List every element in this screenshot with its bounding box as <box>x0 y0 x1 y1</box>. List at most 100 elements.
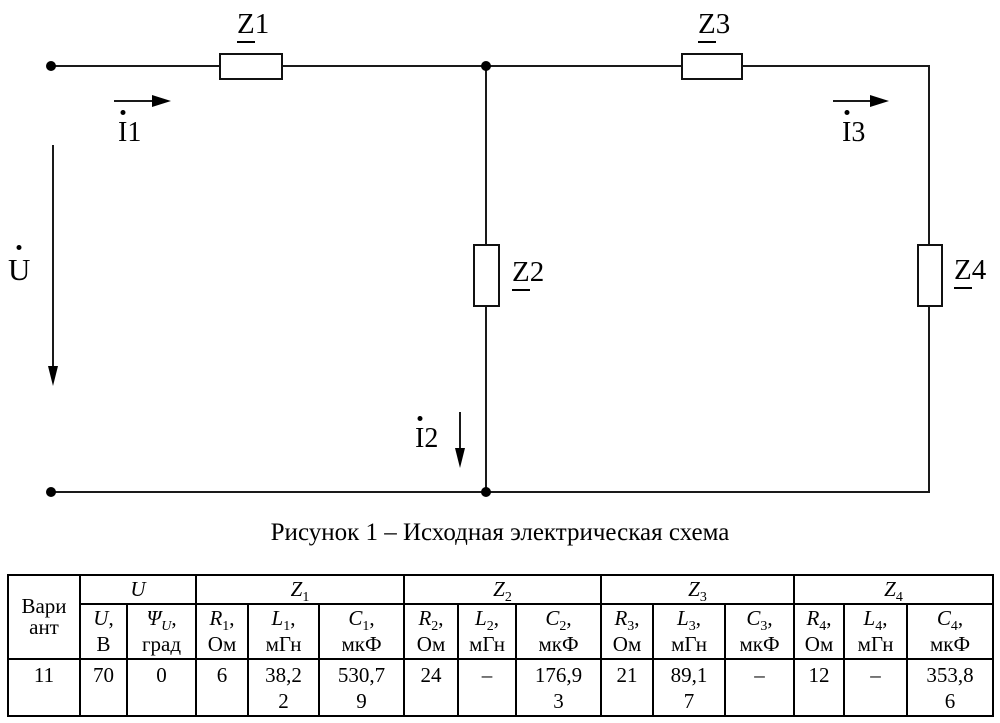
label-source-u-symbol: U <box>8 252 31 287</box>
header-group-u: U <box>78 574 198 605</box>
table-subheader-row: U, В ΨU, град R1, Ом L1, мГн C1, мкФ R2, Ом L2… <box>8 603 995 660</box>
col-sub: 1 <box>222 618 230 634</box>
label-i2-number: 2 <box>424 423 439 454</box>
group-z3-symbol: Z <box>688 577 700 601</box>
parameters-table-wrap: Вари ант U Z1 Z2 Z3 Z4 U, В ΨU, град R1, Ом… <box>7 574 995 717</box>
col-sym: U <box>93 605 109 630</box>
col-comma: , <box>229 605 235 630</box>
label-current-i2: I2 <box>415 425 438 453</box>
header-c4: C4, мкФ <box>906 603 995 660</box>
header-r4: R4, Ом <box>793 603 846 660</box>
cell-l3: 89,1 7 <box>652 658 727 717</box>
col-unit: Ом <box>612 631 642 656</box>
col-comma: , <box>882 605 888 630</box>
col-comma: , <box>108 605 114 630</box>
group-z1-subscript: 1 <box>302 590 310 604</box>
source-arrow-shaft <box>52 145 54 367</box>
header-c2: C2, мкФ <box>515 603 603 660</box>
label-z1-number: 1 <box>254 8 270 40</box>
col-sym: Ψ <box>146 605 162 630</box>
col-sym: L <box>475 605 487 630</box>
col-unit: мкФ <box>929 631 971 656</box>
header-group-z2: Z2 <box>403 574 603 605</box>
col-sub: 4 <box>819 618 827 634</box>
header-group-z3: Z3 <box>600 574 796 605</box>
col-comma: , <box>290 605 296 630</box>
cell-r1: 6 <box>195 658 250 717</box>
impedance-box-z1 <box>219 53 283 80</box>
col-sub: 3 <box>760 618 768 634</box>
col-sub: 2 <box>559 618 567 634</box>
col-sym: R <box>418 605 432 630</box>
node-dot-bottom-middle <box>481 487 491 497</box>
group-u-symbol: U <box>130 577 146 601</box>
col-unit: Ом <box>416 631 446 656</box>
col-unit: град <box>141 631 182 656</box>
col-sub: 2 <box>431 618 439 634</box>
label-z3-symbol: Z <box>698 10 716 43</box>
header-c1: C1, мкФ <box>318 603 406 660</box>
col-sym: R <box>614 605 628 630</box>
col-sym: C <box>545 605 560 630</box>
col-unit: мкФ <box>538 631 579 656</box>
label-z2-number: 2 <box>529 256 545 288</box>
col-comma: , <box>957 605 964 630</box>
label-i1-number: 1 <box>127 117 142 148</box>
header-group-z1: Z1 <box>195 574 406 605</box>
group-z4-subscript: 4 <box>895 590 903 604</box>
figure-caption: Рисунок 1 – Исходная электрическая схема <box>270 519 730 546</box>
col-unit: мкФ <box>341 631 382 656</box>
current-i1-arrowhead-icon <box>152 95 171 107</box>
header-group-z4: Z4 <box>793 574 995 605</box>
col-unit: В <box>96 631 111 656</box>
col-unit: Ом <box>207 631 237 656</box>
header-l3: L3, мГн <box>652 603 727 660</box>
label-z4-number: 4 <box>971 254 987 286</box>
cell-r3: 21 <box>600 658 655 717</box>
col-sub: 3 <box>688 618 696 634</box>
header-l2: L2, мГн <box>457 603 518 660</box>
col-comma: , <box>826 605 832 630</box>
impedance-box-z2 <box>473 244 500 307</box>
current-i2-arrowhead-icon <box>455 448 465 468</box>
label-z1: Z1 <box>237 10 269 43</box>
header-r2: R2, Ом <box>403 603 460 660</box>
cell-c3: – <box>724 658 796 717</box>
group-z4-symbol: Z <box>884 577 896 601</box>
cell-r4: 12 <box>793 658 846 717</box>
col-comma: , <box>634 605 640 630</box>
header-l1: L1, мГн <box>247 603 321 660</box>
current-i3-arrowhead-icon <box>870 95 889 107</box>
label-z3: Z3 <box>698 10 730 43</box>
col-sub: 2 <box>486 618 494 634</box>
col-sym: R <box>209 605 223 630</box>
col-sub: 3 <box>627 618 635 634</box>
col-comma: , <box>767 605 773 630</box>
label-z4-symbol: Z <box>954 256 972 289</box>
source-arrowhead-icon <box>48 366 58 386</box>
cell-c2: 176,9 3 <box>515 658 603 717</box>
col-sym: R <box>806 605 820 630</box>
label-z3-number: 3 <box>715 8 731 40</box>
col-sym: C <box>936 605 951 630</box>
header-psi-u: ΨU, град <box>125 603 198 660</box>
col-sub: 1 <box>362 618 370 634</box>
col-sub: 4 <box>950 618 958 634</box>
col-unit: мГн <box>671 631 707 656</box>
header-variant: Вари ант <box>7 574 81 660</box>
col-unit: мГн <box>469 631 505 656</box>
cell-r2: 24 <box>403 658 460 717</box>
col-comma: , <box>369 605 375 630</box>
col-sub: 4 <box>875 618 883 634</box>
label-i1-symbol: I <box>118 117 128 148</box>
cell-psi-u: 0 <box>125 658 198 717</box>
parameters-table: Вари ант U Z1 Z2 Z3 Z4 U, В ΨU, град R1, Ом… <box>7 574 995 717</box>
cell-u: 70 <box>79 658 128 717</box>
label-i3-symbol: I <box>842 117 852 148</box>
col-unit: Ом <box>804 631 834 656</box>
col-unit: мГн <box>857 631 894 656</box>
cell-l1: 38,2 2 <box>247 658 321 717</box>
table-group-header-row: Вари ант U Z1 Z2 Z3 Z4 <box>7 574 995 660</box>
header-r1: R1, Ом <box>195 603 250 660</box>
